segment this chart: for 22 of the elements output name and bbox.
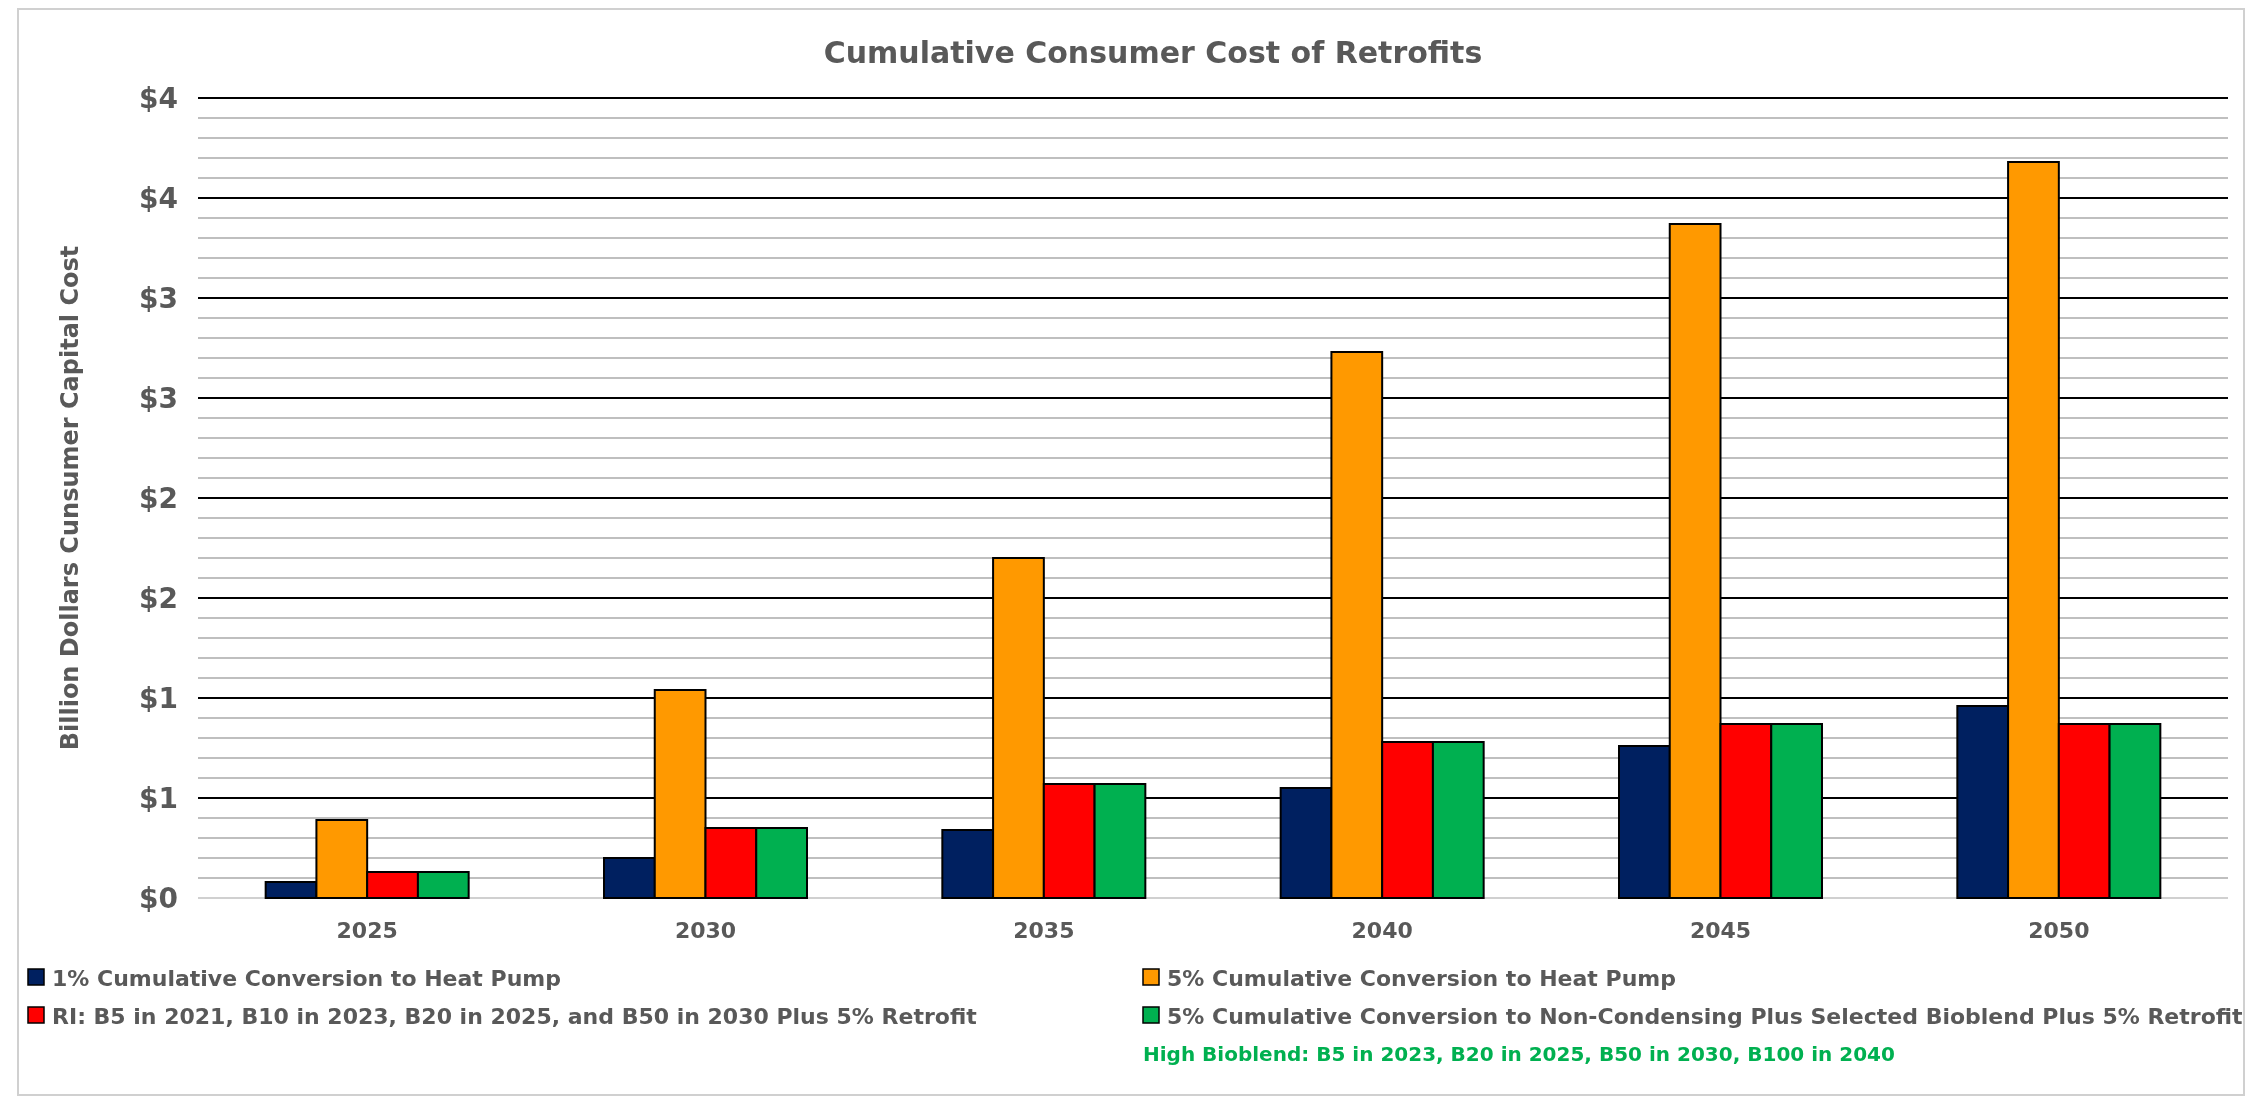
x-tick-label: 2040: [1351, 918, 1413, 943]
y-tick-label: $2: [139, 581, 178, 615]
x-tick-label: 2050: [2028, 918, 2090, 943]
y-tick-label: $0: [139, 881, 178, 915]
y-tick-label: $1: [139, 781, 178, 815]
chart-title: Cumulative Consumer Cost of Retrofits: [823, 35, 1483, 70]
y-tick-label: $3: [139, 381, 178, 415]
legend-label: 1% Cumulative Conversion to Heat Pump: [52, 965, 561, 991]
y-axis-title: Billion Dollars Cunsumer Capital Cost: [56, 245, 84, 751]
y-tick-label: $4: [139, 181, 178, 215]
y-tick-label: $1: [139, 681, 178, 715]
y-tick-label: $4: [139, 81, 178, 115]
x-tick-label: 2030: [674, 918, 737, 943]
legend-label: 5% Cumulative Conversion to Non-Condensing Plus Selected Bioblend Plus 5% Retrofit: [1167, 1003, 2244, 1029]
legend-label: RI: B5 in 2021, B10 in 2023, B20 in 2025, and B50 in 2030 Plus 5% Retrofit: [52, 1003, 978, 1029]
legend-label: 5% Cumulative Conversion to Heat Pump: [1167, 965, 1676, 991]
y-tick-label: $3: [139, 281, 178, 315]
x-tick-label: 2045: [1689, 918, 1752, 943]
y-tick-label: $2: [139, 481, 178, 515]
x-tick-label: 2025: [336, 918, 398, 943]
text: High Bioblend: B5 in 2023, B20 in 2025, B50 in 2030, B100 in 2040: [1143, 1042, 1895, 1066]
x-tick-label: 2035: [1013, 918, 1075, 943]
